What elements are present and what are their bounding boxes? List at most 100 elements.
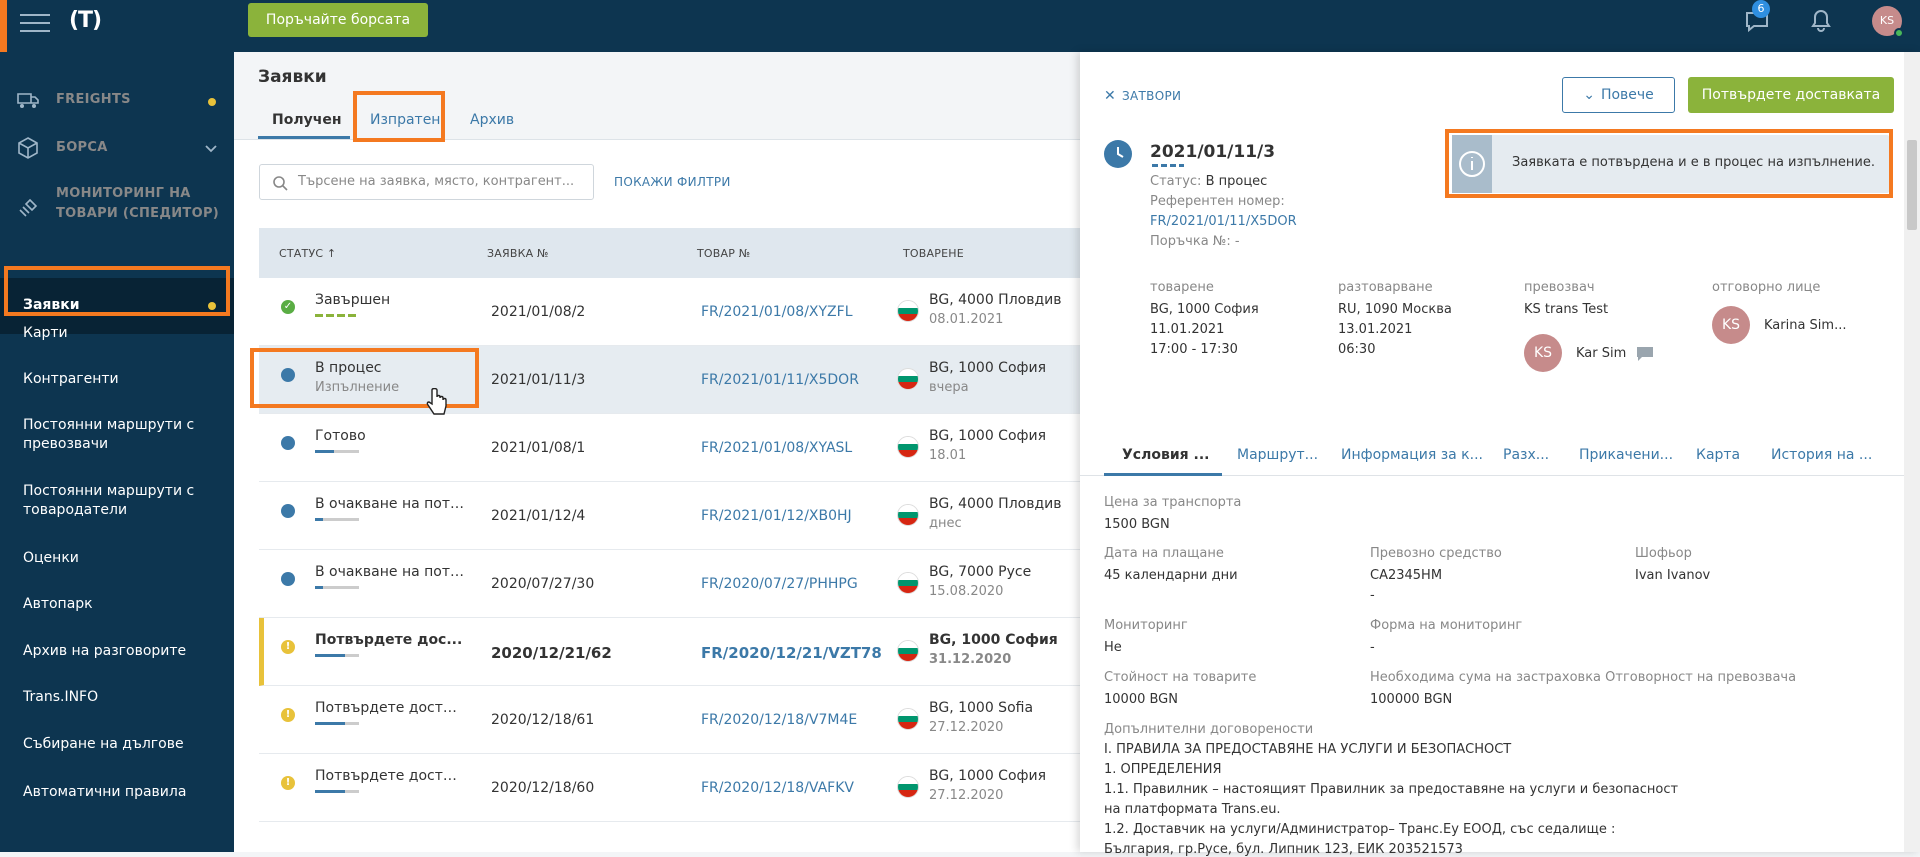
row-request-no[interactable]: 2020/07/27/30 <box>491 576 595 592</box>
row-goods-link[interactable]: FR/2021/01/08/XYASL <box>701 440 853 456</box>
box-icon <box>18 137 38 159</box>
tab-route[interactable]: Маршрут... <box>1237 447 1319 463</box>
row-status: Завършен <box>315 292 391 308</box>
row-status: Потвърдете доставк... <box>315 768 465 784</box>
sidebar-item-debt-collection[interactable]: Събиране на дългове <box>23 736 184 752</box>
row-loading-date: 18.01 <box>929 448 967 463</box>
responsible-avatar[interactable]: KS <box>1712 306 1750 344</box>
table-row[interactable]: В процес Изпълнение 2021/01/11/3 FR/2021/01… <box>259 346 1080 414</box>
order-exchange-button[interactable]: Поръчайте борсата <box>248 3 428 37</box>
carrier-avatar[interactable]: KS <box>1524 334 1562 372</box>
row-request-no[interactable]: 2020/12/18/61 <box>491 712 595 728</box>
row-request-no[interactable]: 2021/01/12/4 <box>491 508 586 524</box>
table-row[interactable]: В очакване на потвъ... 2020/07/27/30 FR/20… <box>259 550 1080 618</box>
price-label: Цена за транспорта <box>1104 495 1242 510</box>
sidebar-item-transinfo[interactable]: Trans.INFO <box>23 689 99 705</box>
sidebar-item-contractors[interactable]: Контрагенти <box>23 371 119 387</box>
tab-map[interactable]: Карта <box>1696 447 1741 463</box>
search-input[interactable]: Търсене на заявка, място, контрагент... <box>259 164 594 200</box>
sidebar-item-auto-rules[interactable]: Автоматични правила <box>23 784 187 800</box>
row-request-no[interactable]: 2021/01/08/1 <box>491 440 586 456</box>
bell-icon[interactable] <box>1808 8 1834 34</box>
clock-icon <box>281 504 295 518</box>
vehicle-label: Превозно средство <box>1370 546 1502 561</box>
table-row[interactable]: В очакване на потвъ... 2021/01/12/4 FR/202… <box>259 482 1080 550</box>
confirm-delivery-button[interactable]: Потвърдете доставката <box>1688 77 1894 113</box>
carrier-name: KS trans Test <box>1524 302 1609 317</box>
loading-time: 17:00 - 17:30 <box>1150 342 1238 357</box>
close-button[interactable]: ✕ ЗАТВОРИ <box>1104 88 1182 104</box>
tab-costs[interactable]: Разх... <box>1503 447 1550 463</box>
table-row[interactable]: ! Потвърдете доставк... 2020/12/18/61 FR/20… <box>259 686 1080 754</box>
row-goods-link[interactable]: FR/2021/01/11/X5DOR <box>701 372 859 388</box>
driver-value: Ivan Ivanov <box>1635 568 1711 583</box>
sidebar-item-routes-shippers[interactable]: Постоянни маршрути с товародатели <box>23 483 195 518</box>
sidebar-item-fleet[interactable]: Автопарк <box>23 596 93 612</box>
tab-conditions[interactable]: Условия ... <box>1122 447 1210 463</box>
sidebar-item-ratings[interactable]: Оценки <box>23 550 79 566</box>
unloading-date: 13.01.2021 <box>1338 322 1413 337</box>
user-avatar[interactable]: KS <box>1872 6 1904 38</box>
row-request-no[interactable]: 2020/12/18/60 <box>491 780 595 796</box>
tab-attachments[interactable]: Прикачени... <box>1579 447 1674 463</box>
tab-history[interactable]: История на ... <box>1771 447 1873 463</box>
insurance-value: 100000 BGN <box>1370 692 1453 707</box>
freights-icon <box>17 93 39 108</box>
sidebar-item-routes-carriers[interactable]: Постоянни маршрути с превозвачи <box>23 417 195 452</box>
flag-bg-icon <box>897 640 919 662</box>
menu-icon[interactable] <box>20 8 50 38</box>
warning-icon: ! <box>281 640 295 654</box>
table-row[interactable]: ✓ Завършен 2021/01/08/2 FR/2021/01/08/XYZFL… <box>259 278 1080 346</box>
tab-received[interactable]: Получен <box>272 112 342 128</box>
chevron-down-icon[interactable] <box>204 142 218 156</box>
tab-sent[interactable]: Изпратен <box>370 112 441 128</box>
sidebar-item-chat-archive[interactable]: Архив на разговорите <box>23 643 187 659</box>
col-goods-no[interactable]: ТОВАР № <box>697 247 751 260</box>
row-progress <box>315 586 359 589</box>
table-header: СТАТУС ↑ ЗАЯВКА № ТОВАР № ТОВАРЕНЕ <box>259 228 1080 278</box>
sidebar-item-requests[interactable]: Заявки <box>0 278 234 334</box>
row-goods-link[interactable]: FR/2020/12/18/VAFKV <box>701 780 854 796</box>
col-loading[interactable]: ТОВАРЕНЕ <box>903 247 964 260</box>
terms-line: 1.2. Доставчик на услуги/Администратор– … <box>1104 822 1616 837</box>
col-status[interactable]: СТАТУС ↑ <box>279 247 337 260</box>
tab-archive[interactable]: Архив <box>470 112 515 128</box>
row-loading-date: 27.12.2020 <box>929 788 1004 803</box>
panel-scrollbar[interactable] <box>1904 52 1920 852</box>
tab-underline <box>258 136 350 139</box>
row-request-no[interactable]: 2020/12/21/62 <box>491 644 612 662</box>
online-dot <box>1894 28 1904 38</box>
sidebar-item-maps[interactable]: Карти <box>23 325 68 341</box>
scrollbar-thumb[interactable] <box>1907 140 1917 230</box>
table-row[interactable]: ! Потвърдете дос... 2020/12/21/62 FR/2020/1… <box>259 618 1080 686</box>
sidebar-freights[interactable]: FREIGHTS <box>0 88 234 116</box>
table-row[interactable]: ! Потвърдете доставк... 2020/12/18/60 FR/20… <box>259 754 1080 822</box>
row-goods-link[interactable]: FR/2021/01/08/XYZFL <box>701 304 853 320</box>
insurance-label: Необходима сума на застраховка Отговорно… <box>1370 670 1797 685</box>
chat-icon[interactable] <box>1636 346 1654 362</box>
loading-date: 11.01.2021 <box>1150 322 1225 337</box>
sidebar-monitoring[interactable]: МОНИТОРИНГ НА ТОВАРИ (СПЕДИТОР) <box>0 186 234 230</box>
row-goods-link[interactable]: FR/2020/12/21/VZT78 <box>701 644 882 662</box>
logo[interactable]: (T) <box>68 8 102 33</box>
more-button[interactable]: ⌄ Повече <box>1562 77 1675 113</box>
table-row[interactable]: Готово 2021/01/08/1 FR/2021/01/08/XYASL BG,… <box>259 414 1080 482</box>
row-request-no[interactable]: 2021/01/08/2 <box>491 304 586 320</box>
list-header: Заявки Получен Изпратен Архив <box>234 52 1080 140</box>
row-goods-link[interactable]: FR/2021/01/12/XB0HJ <box>701 508 852 524</box>
ref-link[interactable]: FR/2021/01/11/X5DOR <box>1150 214 1297 229</box>
tab-cargo-info[interactable]: Информация за к... <box>1341 447 1483 463</box>
row-goods-link[interactable]: FR/2020/07/27/PHHPG <box>701 576 858 592</box>
carrier-person: Kar Sim <box>1576 346 1627 361</box>
sidebar-freights-label: FREIGHTS <box>56 92 131 107</box>
col-request-no[interactable]: ЗАЯВКА № <box>487 247 549 260</box>
row-status: В очакване на потвъ... <box>315 496 465 512</box>
flag-bg-icon <box>897 300 919 322</box>
sidebar-borsa[interactable]: БОРСА <box>0 136 234 164</box>
info-icon <box>1452 135 1492 193</box>
row-status: Потвърдете доставк... <box>315 700 465 716</box>
row-request-no[interactable]: 2021/01/11/3 <box>491 372 586 388</box>
clock-icon <box>1104 140 1132 168</box>
show-filters-link[interactable]: ПОКАЖИ ФИЛТРИ <box>614 175 731 189</box>
row-goods-link[interactable]: FR/2020/12/18/V7M4E <box>701 712 858 728</box>
